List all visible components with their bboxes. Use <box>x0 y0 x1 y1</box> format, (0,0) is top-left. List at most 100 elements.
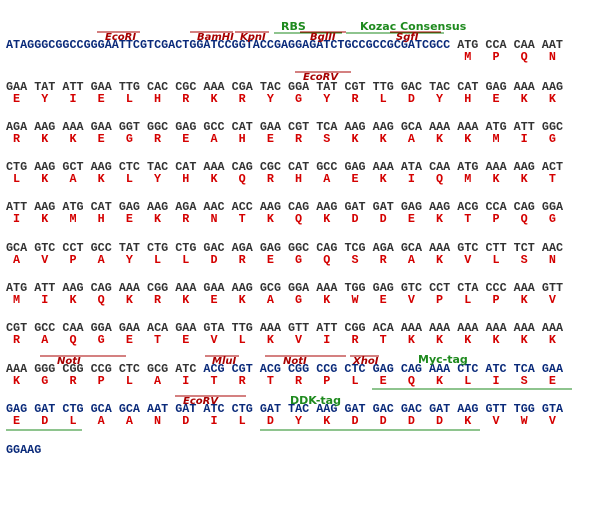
amino-acid: K <box>408 333 416 347</box>
amino-acid: Q <box>521 212 528 226</box>
dna-sequence: AAA GGG CGG CCG CTC GCG ATC <box>6 362 196 376</box>
amino-acid: K <box>380 132 388 146</box>
amino-acid: K <box>436 333 444 347</box>
amino-acid: K <box>521 172 529 186</box>
amino-acid: L <box>154 253 161 267</box>
amino-acid: K <box>380 172 388 186</box>
amino-acid: K <box>436 253 444 267</box>
amino-acid: G <box>549 132 556 146</box>
amino-acid: M <box>464 172 471 186</box>
amino-acid: K <box>154 212 162 226</box>
feature-label: DDK-tag <box>290 394 341 407</box>
amino-acid: P <box>69 253 76 267</box>
amino-acid: P <box>492 293 499 307</box>
dna-sequence: ACG CGT ACG CGG CCG CTC GAG CAG AAA CTC … <box>203 362 564 376</box>
amino-acid: P <box>323 374 330 388</box>
amino-acid: R <box>351 333 359 347</box>
amino-acid: S <box>323 132 330 146</box>
restriction-site: BamHI <box>197 32 234 43</box>
amino-acid: D <box>267 414 274 428</box>
amino-acid: K <box>436 374 444 388</box>
amino-acid: L <box>380 92 387 106</box>
amino-acid: K <box>464 132 472 146</box>
dna-sequence: GCA GTC CCT GCC TAT CTG CTG GAC AGA GAG … <box>6 241 563 255</box>
amino-acid: I <box>182 374 189 388</box>
amino-acid: K <box>41 172 49 186</box>
amino-acid: I <box>492 374 499 388</box>
amino-acid: K <box>13 374 21 388</box>
restriction-site: EcoRV <box>183 396 219 407</box>
amino-acid: A <box>154 374 162 388</box>
amino-acid: E <box>351 172 358 186</box>
amino-acid: E <box>380 293 387 307</box>
restriction-site: XhoI <box>352 356 379 367</box>
amino-acid: W <box>521 414 529 428</box>
amino-acid: T <box>464 212 471 226</box>
amino-acid: Q <box>239 172 246 186</box>
amino-acid: V <box>492 414 500 428</box>
amino-acid: M <box>13 293 20 307</box>
amino-acid: H <box>182 172 189 186</box>
amino-acid: R <box>295 374 303 388</box>
amino-acid: Q <box>295 212 302 226</box>
amino-acid: N <box>210 212 217 226</box>
amino-acid: K <box>69 293 77 307</box>
amino-acid: A <box>267 293 275 307</box>
amino-acid: E <box>13 92 20 106</box>
amino-acid: R <box>380 253 388 267</box>
amino-acid: E <box>549 374 556 388</box>
amino-acid: V <box>41 253 49 267</box>
amino-acid: I <box>69 92 76 106</box>
amino-acid: L <box>126 92 133 106</box>
amino-acid: K <box>210 172 218 186</box>
amino-acid: T <box>549 172 556 186</box>
amino-acid: Y <box>126 253 134 267</box>
amino-acid: R <box>267 172 275 186</box>
amino-acid: K <box>521 293 529 307</box>
amino-acid: K <box>436 212 444 226</box>
amino-acid: W <box>351 293 359 307</box>
amino-acid: V <box>210 333 218 347</box>
amino-acid: E <box>13 414 20 428</box>
amino-acid: K <box>69 132 77 146</box>
amino-acid: Q <box>436 172 443 186</box>
amino-acid: G <box>126 132 133 146</box>
amino-acid: P <box>98 374 105 388</box>
amino-acid: E <box>492 92 499 106</box>
amino-acid: K <box>126 293 134 307</box>
amino-acid: G <box>295 92 302 106</box>
amino-acid: K <box>492 333 500 347</box>
amino-acid: L <box>492 253 499 267</box>
amino-acid: L <box>69 414 76 428</box>
amino-acid: I <box>408 172 415 186</box>
amino-acid: G <box>295 253 302 267</box>
amino-acid: R <box>13 132 21 146</box>
amino-acid: E <box>126 333 133 347</box>
amino-acid: K <box>351 132 359 146</box>
amino-acid: K <box>492 172 500 186</box>
amino-acid: L <box>351 374 358 388</box>
amino-acid: K <box>323 414 331 428</box>
amino-acid: T <box>380 333 387 347</box>
amino-acid: A <box>98 414 106 428</box>
amino-acid: K <box>464 414 472 428</box>
amino-acid: Q <box>408 374 415 388</box>
amino-acid: E <box>182 132 189 146</box>
amino-acid: K <box>464 333 472 347</box>
amino-acid: K <box>436 132 444 146</box>
amino-acid: L <box>126 374 133 388</box>
amino-acid: H <box>464 92 471 106</box>
amino-acid: M <box>464 50 471 64</box>
amino-acid: K <box>521 333 529 347</box>
amino-acid: Y <box>267 92 275 106</box>
amino-acid: K <box>210 92 218 106</box>
amino-acid: K <box>267 333 275 347</box>
amino-acid: G <box>295 293 302 307</box>
amino-acid: L <box>126 172 133 186</box>
amino-acid: D <box>182 414 189 428</box>
amino-acid: P <box>436 293 443 307</box>
amino-acid: A <box>98 253 106 267</box>
amino-acid: E <box>210 293 217 307</box>
amino-acid: P <box>492 50 499 64</box>
amino-acid: V <box>408 293 416 307</box>
